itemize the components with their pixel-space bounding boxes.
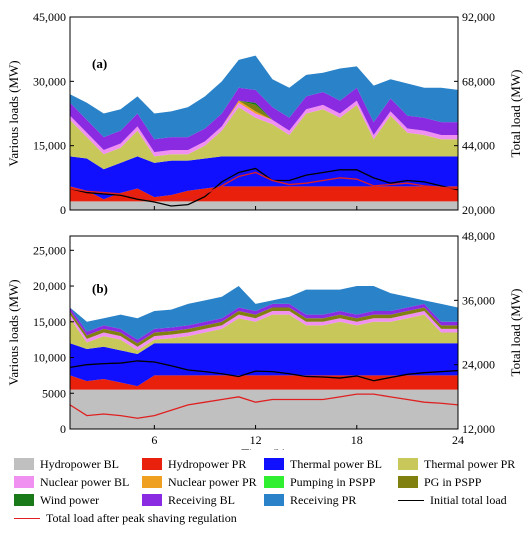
panel-b-ytick-label: 25,000 [33,243,66,257]
legend-label: Receiving PR [290,492,357,507]
panel-a-area-hydropower-bl [70,201,458,210]
legend-label: Nuclear power PR [168,474,257,489]
panel-b-area-thermal-power-bl [70,343,458,387]
legend-item: Nuclear power PR [142,474,257,490]
panel-b-area-receiving-bl [70,303,458,344]
panel-b-xtick-label: 18 [351,433,363,447]
panel-a-ytick-label: 0 [60,203,66,217]
legend-item: Receiving BL [142,492,235,508]
panel-b-area-thermal-power-pr [70,314,458,354]
legend-patch-swatch [398,476,418,488]
legend-patch-swatch [14,494,34,506]
legend-patch-swatch [14,458,34,470]
panel-b-ytick-label: 20,000 [33,279,66,293]
panel-b-label: (b) [92,281,108,296]
panel-b-ytick-label: 15,000 [33,315,66,329]
xlabel: Time (h) [241,446,286,450]
legend-patch-swatch [142,476,162,488]
panel-b-area-hydropower-pr [70,375,458,390]
legend-label: Hydropower BL [40,456,119,471]
panel-a-area-receiving-pr [70,55,458,140]
panel-b-area-hydropower-bl [70,389,458,429]
panel-b-y2tick-label: 36,000 [462,293,495,307]
panel-a-ylabel: Various loads (MW) [6,60,21,166]
legend-patch-swatch [264,476,284,488]
panel-b-xtick-label: 12 [250,433,262,447]
panel-b-ytick-label: 0 [60,422,66,436]
panel-a-area-hydropower-pr [70,186,458,202]
panel-b-y2label: Total load (MW) [508,289,523,377]
panel-b-area-receiving-pr [70,286,458,340]
panel-a-y2tick-label: 92,000 [462,10,495,24]
panel-a-line-after-regulation [69,171,459,200]
panel-a-area-thermal-power-bl [70,156,458,200]
legend-label: PG in PSPP [424,474,482,489]
legend-label: Initial total load [430,492,507,507]
panel-b-frame [69,235,459,430]
panel-a-ytick-label: 30,000 [33,74,66,88]
legend-item: Thermal power BL [264,456,382,472]
panel-a-area-receiving-bl [70,87,458,153]
panel-a: 0 15,000 30,000 45,000 20,000 44,000 68,000 92,… [6,10,523,217]
legend-patch-swatch [398,458,418,470]
legend-item: PG in PSPP [398,474,481,490]
panel-a-area-thermal-power-pr [70,104,458,170]
legend-label: Pumping in PSPP [290,474,376,489]
legend-label: Nuclear power BL [40,474,130,489]
panel-b-line-initial [69,360,459,382]
panel-a-ytick-label: 15,000 [33,139,66,153]
panel-b-y2tick-label: 24,000 [462,358,495,372]
panel-a-y2tick-label: 20,000 [462,203,495,217]
panel-b-ytick-label: 5000 [42,386,66,400]
legend-label: Thermal power PR [424,456,516,471]
legend-item: Hydropower PR [142,456,246,472]
panel-b: 0 5000 10,000 15,000 20,000 25,000 12,000 24,00… [6,229,523,450]
panel-a-y2tick-label: 44,000 [462,139,495,153]
legend-patch-swatch [264,494,284,506]
panel-b-ytick-label: 10,000 [33,351,66,365]
panel-a-label: (a) [92,56,107,71]
panel-b-xtick-label: 6 [151,433,157,447]
legend-item: Total load after peak shaving regulation [14,510,237,526]
panel-a-area-nuclear-power-bl [70,100,458,157]
legend-item: Pumping in PSPP [264,474,375,490]
panel-a-line-initial [69,167,459,207]
legend: Hydropower BL Hydropower PR Thermal power … [0,450,531,550]
legend-patch-swatch [142,494,162,506]
legend-line-swatch [398,499,424,501]
legend-item: Wind power [14,492,99,508]
panel-b-area-pg-in-pspp [70,307,458,347]
legend-item: Initial total load [398,492,507,508]
legend-patch-swatch [14,476,34,488]
legend-label: Receiving BL [168,492,235,507]
legend-item: Nuclear power BL [14,474,129,490]
legend-line-swatch [14,517,40,519]
panel-b-y2tick-label: 48,000 [462,229,495,243]
legend-item: Hydropower BL [14,456,119,472]
panel-b-area-nuclear-power-bl [70,311,458,351]
legend-item: Receiving PR [264,492,356,508]
figure: 0 15,000 30,000 45,000 20,000 44,000 68,000 92,… [6,10,523,450]
legend-patch-swatch [142,458,162,470]
legend-label: Wind power [40,492,100,507]
legend-label: Total load after peak shaving regulation [46,510,237,525]
panel-a-ytick-label: 45,000 [33,10,66,24]
panel-b-y2tick-label: 12,000 [462,422,495,436]
panel-b-xtick-label: 24 [452,433,464,447]
legend-item: Thermal power PR [398,456,515,472]
legend-label: Hydropower PR [168,456,247,471]
legend-patch-swatch [264,458,284,470]
panel-b-ylabel: Various loads (MW) [6,279,21,385]
panel-a-y2tick-label: 68,000 [462,74,495,88]
panel-a-y2label: Total load (MW) [508,70,523,158]
panel-b-line-after-regulation [69,393,459,419]
panel-a-frame [69,16,459,211]
legend-label: Thermal power BL [290,456,382,471]
